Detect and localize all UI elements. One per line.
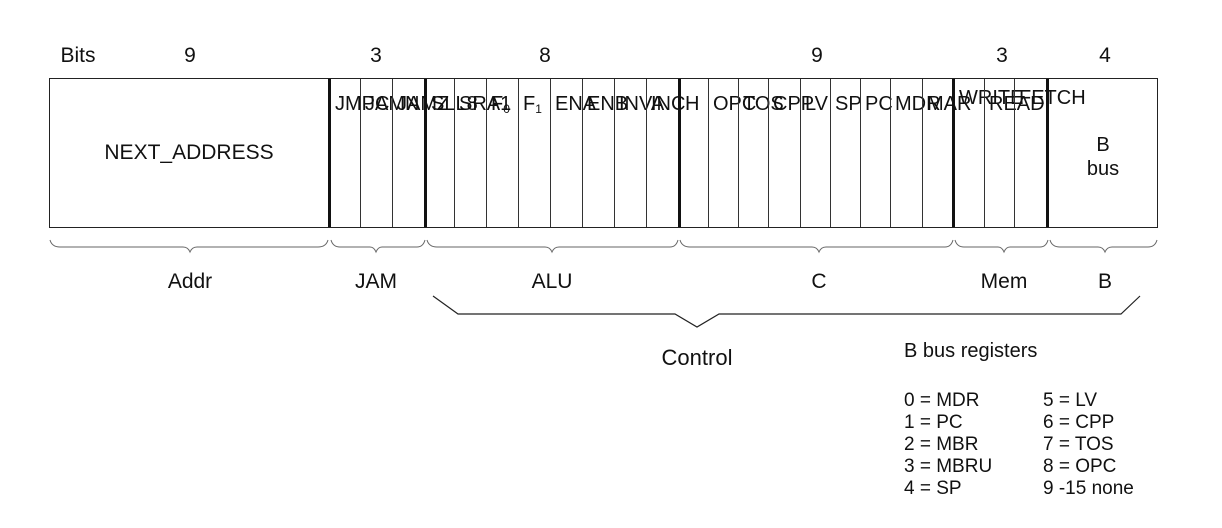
field-h: H <box>678 79 708 227</box>
next-address-label: NEXT_ADDRESS <box>104 141 274 164</box>
brace-mem <box>954 239 1049 254</box>
legend-title: B bus registers <box>904 340 1038 362</box>
h-label: H <box>685 93 700 115</box>
field-lv: LV <box>800 79 830 227</box>
b-bus-line2: bus <box>1086 158 1120 180</box>
brace-c <box>679 239 954 254</box>
bits-count-alu: 8 <box>539 44 551 67</box>
brace-addr <box>49 239 329 254</box>
group-label-c: C <box>811 270 827 293</box>
bits-count-b: 4 <box>1099 44 1111 67</box>
group-label-addr: Addr <box>167 270 213 293</box>
b-bus-label: B bus <box>1049 133 1157 181</box>
field-f1: F1 <box>518 79 550 227</box>
b-bus-line1: B <box>1096 134 1110 156</box>
bits-count-mem: 3 <box>996 44 1008 67</box>
legend-item: 1 = PC <box>904 412 963 433</box>
legend-item: 8 = OPC <box>1043 456 1117 477</box>
brace-alu <box>426 239 679 254</box>
legend-item: 0 = MDR <box>904 390 980 411</box>
legend-item: 9 -15 none <box>1043 478 1134 499</box>
field-pc: PC <box>860 79 893 227</box>
brace-b <box>1049 239 1158 254</box>
bits-count-c: 9 <box>811 44 823 67</box>
control-bracket <box>432 295 1141 328</box>
microinstruction-format: NEXT_ADDRESS JMPC JAMN JAMZ SLL8 SRA1 F0… <box>49 78 1158 228</box>
f1-label: F1 <box>523 93 542 116</box>
bits-count-jam: 3 <box>370 44 382 67</box>
control-label: Control <box>661 345 733 370</box>
legend-item: 3 = MBRU <box>904 456 993 477</box>
field-next-address: NEXT_ADDRESS <box>50 79 328 227</box>
legend-item: 2 = MBR <box>904 434 979 455</box>
bits-label: Bits <box>60 44 96 67</box>
legend-item: 5 = LV <box>1043 390 1098 411</box>
legend-item: 6 = CPP <box>1043 412 1115 433</box>
legend-item: 7 = TOS <box>1043 434 1114 455</box>
brace-jam <box>330 239 426 254</box>
group-label-mem: Mem <box>980 270 1028 293</box>
field-f0: F0 <box>486 79 518 227</box>
legend-left-column: 0 = MDR 1 = PC 2 = MBR 3 = MBRU 4 = SP <box>904 390 992 500</box>
field-inc: INC <box>646 79 685 227</box>
legend-item: 4 = SP <box>904 478 962 499</box>
f0-label: F0 <box>491 93 510 116</box>
group-label-b: B <box>1097 270 1113 293</box>
legend-right-column: 5 = LV 6 = CPP 7 = TOS 8 = OPC 9 -15 non… <box>1043 390 1134 500</box>
field-sp: SP <box>830 79 862 227</box>
field-b-bus: B bus <box>1046 79 1157 227</box>
bits-count-addr: 9 <box>184 44 196 67</box>
group-label-jam: JAM <box>355 270 397 293</box>
group-label-alu: ALU <box>531 270 573 293</box>
